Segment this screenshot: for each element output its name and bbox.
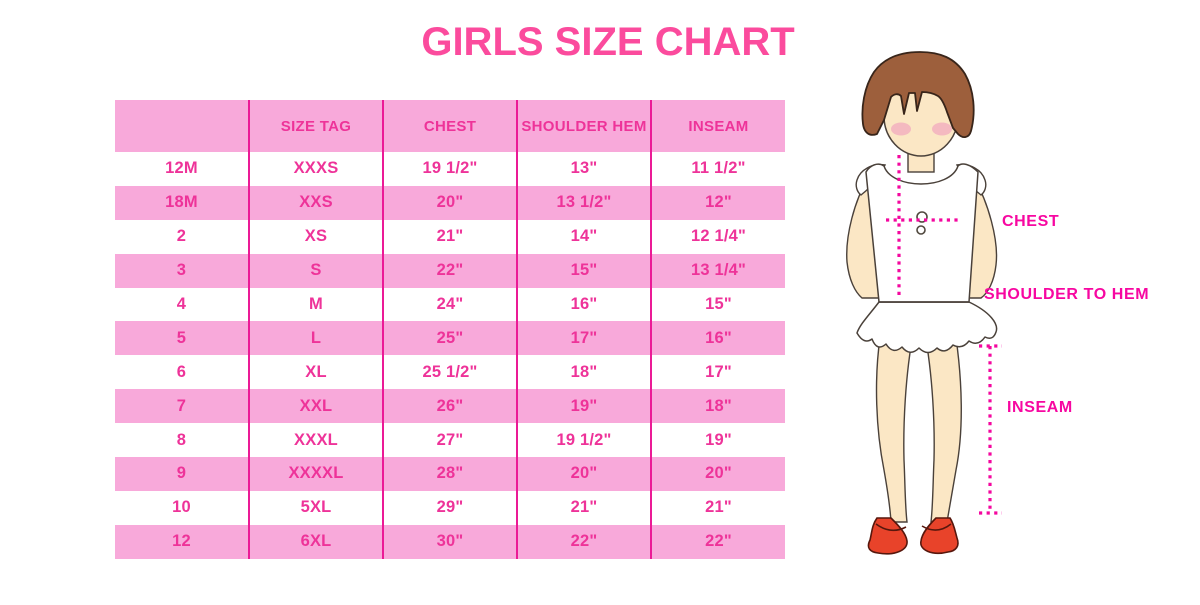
girl-illustration: CHEST SHOULDER TO HEM INSEAM (846, 51, 1149, 555)
table-cell: 12" (650, 185, 785, 220)
table-row: 7 XXL 26" 19" 18" (115, 389, 785, 424)
table-cell: 19" (516, 389, 651, 424)
table-cell: 17" (650, 355, 785, 390)
header-cell (115, 100, 249, 152)
table-cell: 19 1/2" (516, 423, 651, 458)
table-row: 10 5XL 29" 21" 21" (115, 490, 785, 525)
table-cell: M (248, 287, 383, 322)
table-cell: 9 (115, 457, 249, 491)
table-row: 6 XL 25 1/2" 18" 17" (115, 355, 785, 390)
shoulder-to-hem-label: SHOULDER TO HEM (984, 286, 1149, 303)
table-cell: 15" (516, 253, 651, 288)
table-cell: 11 1/2" (650, 152, 785, 186)
table-cell: 27" (382, 423, 517, 458)
girl-leg-left (875, 337, 912, 523)
inseam-label: INSEAM (1007, 399, 1073, 416)
table-cell: 13 1/2" (516, 185, 651, 220)
header-cell: SHOULDER HEM (516, 100, 651, 152)
table-cell: 14" (516, 219, 651, 254)
table-row: 12 6XL 30" 22" 22" (115, 524, 785, 559)
table-row: 5 L 25" 17" 16" (115, 321, 785, 356)
table-cell: XXXS (248, 152, 383, 186)
girl-skirt (856, 301, 998, 354)
table-cell: 15" (650, 287, 785, 322)
table-row: 2 XS 21" 14" 12 1/4" (115, 219, 785, 254)
table-cell: 19" (650, 423, 785, 458)
table-cell: S (248, 253, 383, 288)
table-cell: 13" (516, 152, 651, 186)
table-cell: 22" (650, 524, 785, 559)
chest-label: CHEST (1002, 213, 1059, 230)
table-cell: 18" (650, 389, 785, 424)
table-cell: 2 (115, 219, 249, 254)
girl-shoe-left-strap (875, 523, 907, 532)
table-cell: 28" (382, 457, 517, 491)
table-cell: 24" (382, 287, 517, 322)
header-cell: CHEST (382, 100, 517, 152)
size-chart-table-body: 12M XXXS 19 1/2" 13" 11 1/2" 18M XXS 20" 13 1/2"… (115, 152, 785, 559)
table-cell: 12 (115, 524, 249, 559)
girl-cheek-left (891, 122, 911, 136)
girl-shoe-left (867, 517, 908, 555)
table-cell: 22" (382, 253, 517, 288)
table-cell: XS (248, 219, 383, 254)
table-row: 18M XXS 20" 13 1/2" 12" (115, 185, 785, 220)
table-cell: 7 (115, 389, 249, 424)
table-cell: 20" (650, 457, 785, 491)
girl-top-button-2 (916, 225, 926, 235)
table-cell: 19 1/2" (382, 152, 517, 186)
table-cell: XXXXL (248, 457, 383, 491)
table-row: 3 S 22" 15" 13 1/4" (115, 253, 785, 288)
header-cell: INSEAM (650, 100, 785, 152)
table-cell: 22" (516, 524, 651, 559)
table-cell: 25" (382, 321, 517, 356)
size-chart-table-head: SIZE TAG CHEST SHOULDER HEM INSEAM (115, 100, 785, 152)
table-cell: 30" (382, 524, 517, 559)
table-cell: 20" (516, 457, 651, 491)
table-cell: 5XL (248, 490, 383, 525)
table-cell: 21" (382, 219, 517, 254)
table-cell: 21" (650, 490, 785, 525)
girl-hair (861, 51, 975, 138)
girl-shoe-right (920, 517, 959, 555)
table-row: 12M XXXS 19 1/2" 13" 11 1/2" (115, 152, 785, 186)
table-cell: 29" (382, 490, 517, 525)
table-row: 9 XXXXL 28" 20" 20" (115, 457, 785, 491)
table-cell: 18" (516, 355, 651, 390)
table-cell: 25 1/2" (382, 355, 517, 390)
table-cell: XL (248, 355, 383, 390)
table-cell: 6 (115, 355, 249, 390)
girl-leg-right (926, 337, 962, 523)
table-cell: 16" (650, 321, 785, 356)
table-cell: 13 1/4" (650, 253, 785, 288)
table-cell: XXL (248, 389, 383, 424)
table-row: 8 XXXL 27" 19 1/2" 19" (115, 423, 785, 458)
table-cell: 12 1/4" (650, 219, 785, 254)
table-cell: L (248, 321, 383, 356)
table-cell: 12M (115, 152, 249, 186)
header-row: SIZE TAG CHEST SHOULDER HEM INSEAM (115, 100, 785, 152)
table-cell: 8 (115, 423, 249, 458)
table-cell: 5 (115, 321, 249, 356)
table-cell: 3 (115, 253, 249, 288)
table-cell: 16" (516, 287, 651, 322)
girl-shoe-right-strap (921, 523, 952, 531)
table-cell: XXS (248, 185, 383, 220)
table-row: 4 M 24" 16" 15" (115, 287, 785, 322)
table-cell: 20" (382, 185, 517, 220)
table-cell: 17" (516, 321, 651, 356)
size-chart-table: SIZE TAG CHEST SHOULDER HEM INSEAM 12M XXXS 1… (115, 100, 785, 559)
table-cell: 21" (516, 490, 651, 525)
table-cell: 4 (115, 287, 249, 322)
table-cell: 6XL (248, 524, 383, 559)
girl-cheek-right (932, 122, 952, 136)
page-title: GIRLS SIZE CHART (421, 20, 795, 64)
table-cell: XXXL (248, 423, 383, 458)
table-cell: 18M (115, 185, 249, 220)
table-cell: 10 (115, 490, 249, 525)
measurement-figure: CHEST SHOULDER TO HEM INSEAM (800, 0, 1200, 600)
header-cell: SIZE TAG (248, 100, 383, 152)
table-cell: 26" (382, 389, 517, 424)
